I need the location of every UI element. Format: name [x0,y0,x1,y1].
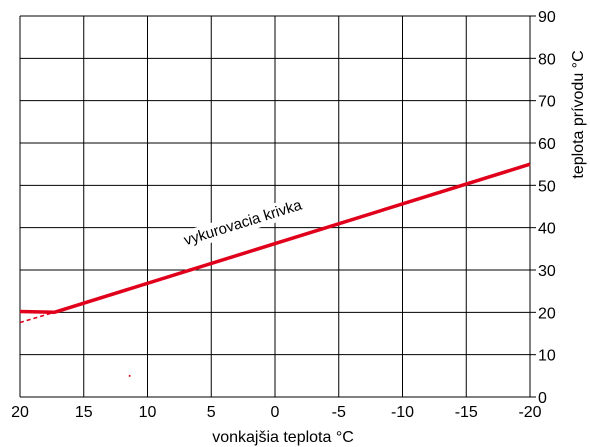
curve-annotation-background [178,194,308,252]
x-axis-title: vonkajšia teplota °C [212,429,354,446]
x-tick-label-2: 10 [139,404,157,421]
y-axis-title: teplota prívodu °C [570,50,587,178]
series-line-dashed-extension [19,311,55,324]
y-tick-label-3: 30 [538,263,556,280]
y-tick-label-1: 10 [538,348,556,365]
y-tick-label-8: 80 [538,51,556,68]
curve-annotation: vykurovacia krivka [178,194,308,252]
grid [19,15,536,398]
x-tick-label-8: -20 [518,404,541,421]
y-tick-label-6: 60 [538,136,556,153]
x-tick-label-1: 15 [75,404,93,421]
y-tick-label-4: 40 [538,221,556,238]
y-tick-label-7: 70 [538,94,556,111]
x-tick-label-7: -15 [455,404,478,421]
y-tick-label-9: 90 [538,9,556,26]
x-tick-label-5: -5 [332,404,346,421]
y-tick-label-2: 20 [538,305,556,322]
y-tick-label-0: 0 [538,390,547,407]
x-tick-label-3: 5 [207,404,216,421]
y-tick-label-5: 50 [538,178,556,195]
x-tick-label-0: 20 [11,404,29,421]
stray-mark-0 [128,374,131,377]
x-tick-label-6: -10 [391,404,414,421]
series-layer [19,162,531,377]
annotation-layer: vykurovacia krivka [178,194,308,252]
x-tick-label-4: 0 [271,404,280,421]
